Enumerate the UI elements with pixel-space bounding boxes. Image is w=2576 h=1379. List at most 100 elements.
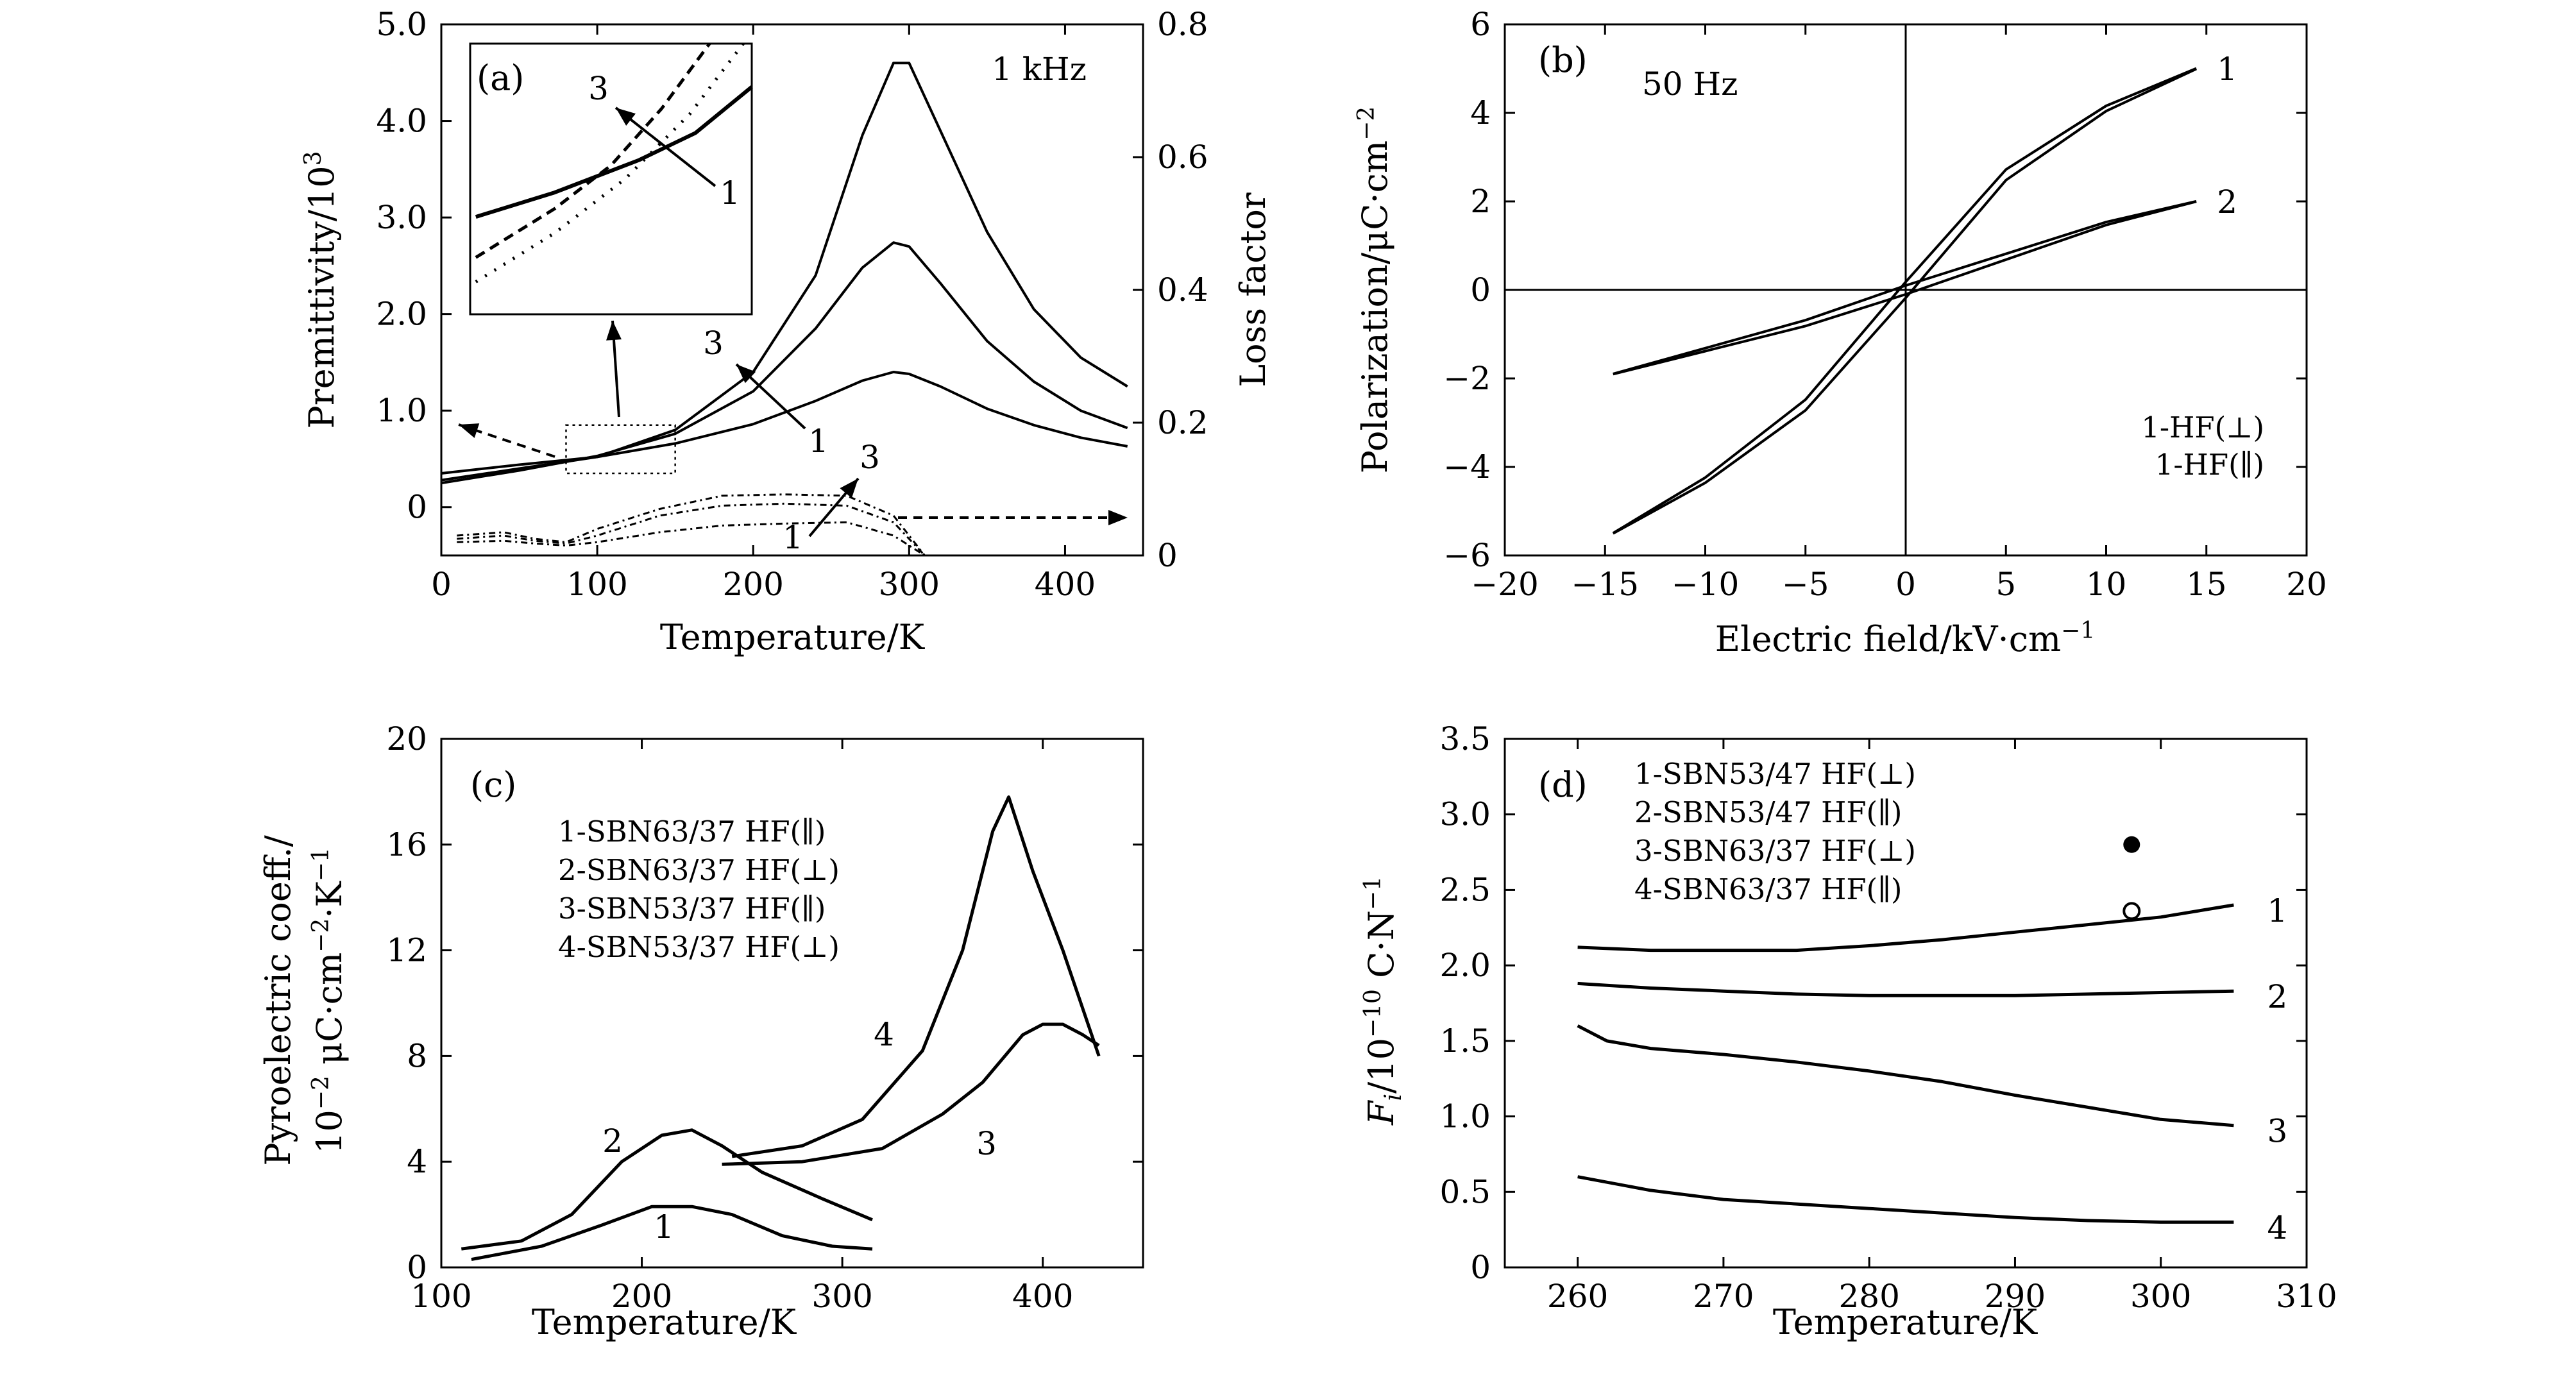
panel-a-loss-arrow-head (840, 478, 858, 498)
panel-d-curve-label-2: 2 (2267, 978, 2287, 1015)
panel-a-inset-arrow-head (616, 108, 636, 126)
panel-b-curve-label-1: 1 (2217, 51, 2237, 88)
panel-a-label-3: 3 (703, 325, 724, 362)
panel-c-y-tick-label: 8 (407, 1037, 427, 1074)
panel-c-y-tick-label: 0 (407, 1249, 427, 1286)
panel-d-curve-label-4: 4 (2267, 1209, 2287, 1246)
panel-a-label-1: 1 (808, 423, 829, 460)
panel-a-x-tick-label: 100 (566, 566, 627, 603)
panel-d-y-tick-label: 0 (1470, 1249, 1491, 1286)
panel-d-label: (d) (1538, 765, 1588, 805)
panel-b-x-tick-label: −20 (1471, 566, 1539, 603)
panel-a-label: (a) (477, 58, 524, 98)
panel-b-y-tick-label: 0 (1470, 271, 1491, 309)
panel-c-y-axis-label-line2: 10−2 μC·cm−2·K−1 (308, 847, 350, 1154)
panel-a-frequency: 1 kHz (992, 51, 1087, 88)
panel-b-y-tick-label: 2 (1470, 183, 1491, 220)
panel-d-x-tick-label: 300 (2130, 1278, 2191, 1315)
panel-b-frequency: 50 Hz (1642, 65, 1738, 103)
panel-a-y-tick-label: 2.0 (376, 296, 427, 333)
panel-a-y-tick-label: 5.0 (376, 6, 427, 43)
panel-c-y-tick-label: 20 (386, 720, 427, 757)
panel-c-curve-label-3: 3 (976, 1125, 997, 1162)
panel-c-label: (c) (470, 765, 516, 805)
panel-d-curve-label-3: 3 (2267, 1113, 2287, 1150)
panel-c-curve-label-2: 2 (602, 1122, 623, 1160)
panel-b-y-tick-label: −2 (1443, 360, 1491, 397)
panel-b-loop-2-lower (1613, 200, 2197, 376)
panel-b-label: (b) (1538, 40, 1588, 80)
panel-a-right-arrow-head (1108, 510, 1128, 525)
panel-c-curve-2 (461, 1128, 873, 1251)
panel-c-x-tick-label: 300 (811, 1278, 872, 1315)
panel-d-y-tick-label: 3.5 (1439, 720, 1491, 757)
panel-c-x-tick-label: 400 (1012, 1278, 1073, 1315)
panel-d-x-tick-label: 310 (2276, 1278, 2337, 1315)
panel-d-x-tick-label: 270 (1693, 1278, 1754, 1315)
panel-c-curve-label-4: 4 (874, 1016, 894, 1053)
panel-a-y2-tick-label: 0.8 (1157, 6, 1208, 43)
panel-a-x-axis-label: Temperature/K (660, 617, 926, 657)
panel-a-left-arrow-head (459, 423, 480, 438)
panel-b-x-tick-label: −10 (1672, 566, 1740, 603)
panel-b-curve-label-2: 2 (2217, 183, 2237, 221)
panel-c-curve-4 (731, 795, 1101, 1158)
panel-a-y2-tick-label: 0 (1157, 537, 1178, 574)
panel-d-curve-label-1: 1 (2267, 892, 2287, 929)
panel-a-permittivity-curve (441, 62, 1128, 475)
panel-d-curve-1 (1577, 903, 2234, 952)
panel-c-y-tick-label: 12 (386, 932, 427, 969)
panel-c-legend-2: 2-SBN63/37 HF(⊥) (558, 853, 840, 887)
panel-d-legend-4: 4-SBN63/37 HF(∥) (1634, 872, 1902, 906)
panel-a-zoom-region (565, 424, 676, 475)
panel-a-loss-curve (457, 502, 926, 557)
panel-d-curve-2 (1577, 981, 2234, 997)
panel-b-y-tick-label: 6 (1470, 6, 1491, 43)
panel-d-y-tick-label: 2.5 (1439, 871, 1491, 908)
panel-d-y-axis-label: Fi/10−10 C·N−1 (1360, 876, 1407, 1126)
panel-c-y-axis-label-line1: Pyroelectric coeff./ (258, 835, 298, 1166)
panel-a-y-tick-label: 4.0 (376, 103, 427, 140)
panel-b-x-tick-label: 15 (2186, 566, 2227, 603)
panel-b-x-tick-label: −5 (1782, 566, 1829, 603)
panel-d-legend-1: 1-SBN53/47 HF(⊥) (1634, 757, 1916, 791)
panel-d-y-tick-label: 0.5 (1439, 1173, 1491, 1210)
panel-c-x-tick-label: 100 (411, 1278, 471, 1315)
panel-b-legend-1: 1-HF(⊥) (2141, 410, 2264, 444)
panel-b-y-axis-label: Polarization/μC·cm−2 (1353, 106, 1395, 473)
panel-c-x-tick-label: 200 (611, 1278, 672, 1315)
panel-a-y2-tick-label: 0.4 (1157, 271, 1208, 309)
panel-b-x-tick-label: 10 (2086, 566, 2127, 603)
panel-d-legend-2: 2-SBN53/47 HF(∥) (1634, 795, 1902, 829)
panel-c-plot-frame (440, 738, 1144, 1269)
panel-d-curve-3 (1577, 1024, 2234, 1128)
panel-b-x-tick-label: 0 (1895, 566, 1916, 603)
panel-c-x-axis-label: Temperature/K (532, 1302, 797, 1342)
panel-a-loss-label-1: 1 (783, 519, 803, 556)
panel-d-x-tick-label: 260 (1547, 1278, 1608, 1315)
panel-b-x-tick-label: −15 (1571, 566, 1639, 603)
panel-a-inset-label-3: 3 (588, 70, 609, 107)
panel-a-inset-curve-1 (475, 85, 753, 219)
panel-d-y-tick-label: 3.0 (1439, 796, 1491, 833)
panel-d-y-tick-label: 1.0 (1439, 1098, 1491, 1135)
panel-a-y-tick-label: 3.0 (376, 199, 427, 236)
panel-a-x-tick-label: 0 (431, 566, 452, 603)
panel-d-plot-frame (1504, 738, 2308, 1269)
panel-a-inset-label-1: 1 (720, 174, 740, 212)
panel-b-y-tick-label: −6 (1443, 537, 1491, 574)
panel-d-open-point (2123, 902, 2141, 920)
panel-d-x-tick-label: 280 (1838, 1278, 1899, 1315)
panel-d-legend-3: 3-SBN63/37 HF(⊥) (1634, 834, 1916, 868)
panel-b-x-tick-label: 20 (2286, 566, 2327, 603)
panel-b-legend-2: 1-HF(∥) (2155, 448, 2264, 482)
panel-d-y-tick-label: 2.0 (1439, 947, 1491, 984)
panel-c-curve-1 (471, 1205, 873, 1262)
panel-a-y-tick-label: 1.0 (376, 392, 427, 429)
panel-d-solid-point (2123, 836, 2140, 853)
panel-b-loop-1-lower (1612, 67, 2197, 535)
panel-c-legend-1: 1-SBN63/37 HF(∥) (558, 815, 826, 849)
panel-a-x-tick-label: 400 (1035, 566, 1096, 603)
panel-c-curve-3 (722, 1022, 1100, 1166)
